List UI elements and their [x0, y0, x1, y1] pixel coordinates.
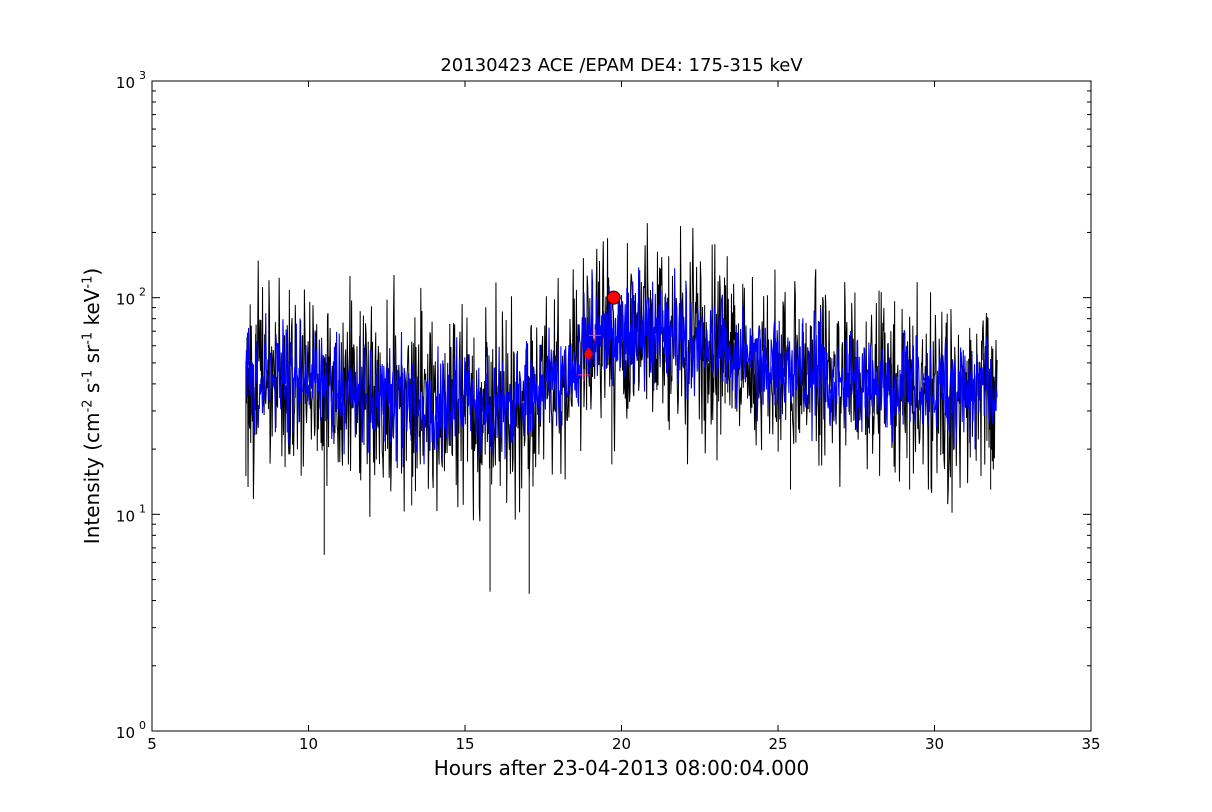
ylabel-exp-sr: -1 — [80, 331, 96, 345]
ylabel-prefix: Intensity (cm — [80, 412, 104, 545]
x-tick-label: 15 — [455, 735, 474, 753]
y-tick-label-exponent: 1 — [139, 502, 146, 515]
ylabel-sr: sr — [80, 344, 104, 364]
marker-plus — [577, 368, 590, 381]
x-axis-label: Hours after 23-04-2013 08:00:04.000 — [433, 756, 810, 780]
y-axis-label: Intensity (cm-2 s-1 sr-1 keV-1) — [80, 268, 104, 544]
marker-layer — [577, 290, 621, 381]
series-layer — [245, 223, 998, 594]
series-line — [245, 223, 998, 594]
x-tick-label: 20 — [612, 735, 631, 753]
y-tick-label-exponent: 0 — [139, 719, 146, 732]
series-line — [245, 267, 998, 468]
y-tick-label-exponent: 2 — [139, 286, 146, 299]
ylabel-kev: keV — [80, 288, 104, 326]
ylabel-exp-s: -1 — [80, 369, 96, 383]
y-tick-label: 10 — [116, 74, 135, 92]
y-tick-label: 10 — [116, 291, 135, 309]
tick-layer: 5 10 15 20 25 30 35 10 0 10 1 10 2 10 3 — [116, 69, 1101, 753]
x-tick-label: 30 — [925, 735, 944, 753]
ylabel-exp-cm: -2 — [80, 399, 96, 413]
x-tick-label: 10 — [299, 735, 318, 753]
y-tick-label: 10 — [116, 507, 135, 525]
y-tick-label-exponent: 3 — [139, 69, 146, 82]
chart-title: 20130423 ACE /EPAM DE4: 175-315 keV — [440, 55, 803, 76]
x-tick-label: 35 — [1081, 735, 1100, 753]
marker-plus — [588, 329, 601, 342]
x-tick-label: 25 — [768, 735, 787, 753]
ylabel-s: s — [80, 382, 104, 394]
x-tick-label: 5 — [147, 735, 157, 753]
ylabel-suffix: ) — [80, 267, 104, 276]
marker-diamond — [584, 346, 594, 361]
y-tick-label: 10 — [116, 724, 135, 742]
marker-circle — [606, 290, 621, 305]
ylabel-exp-kev: -1 — [80, 275, 96, 289]
